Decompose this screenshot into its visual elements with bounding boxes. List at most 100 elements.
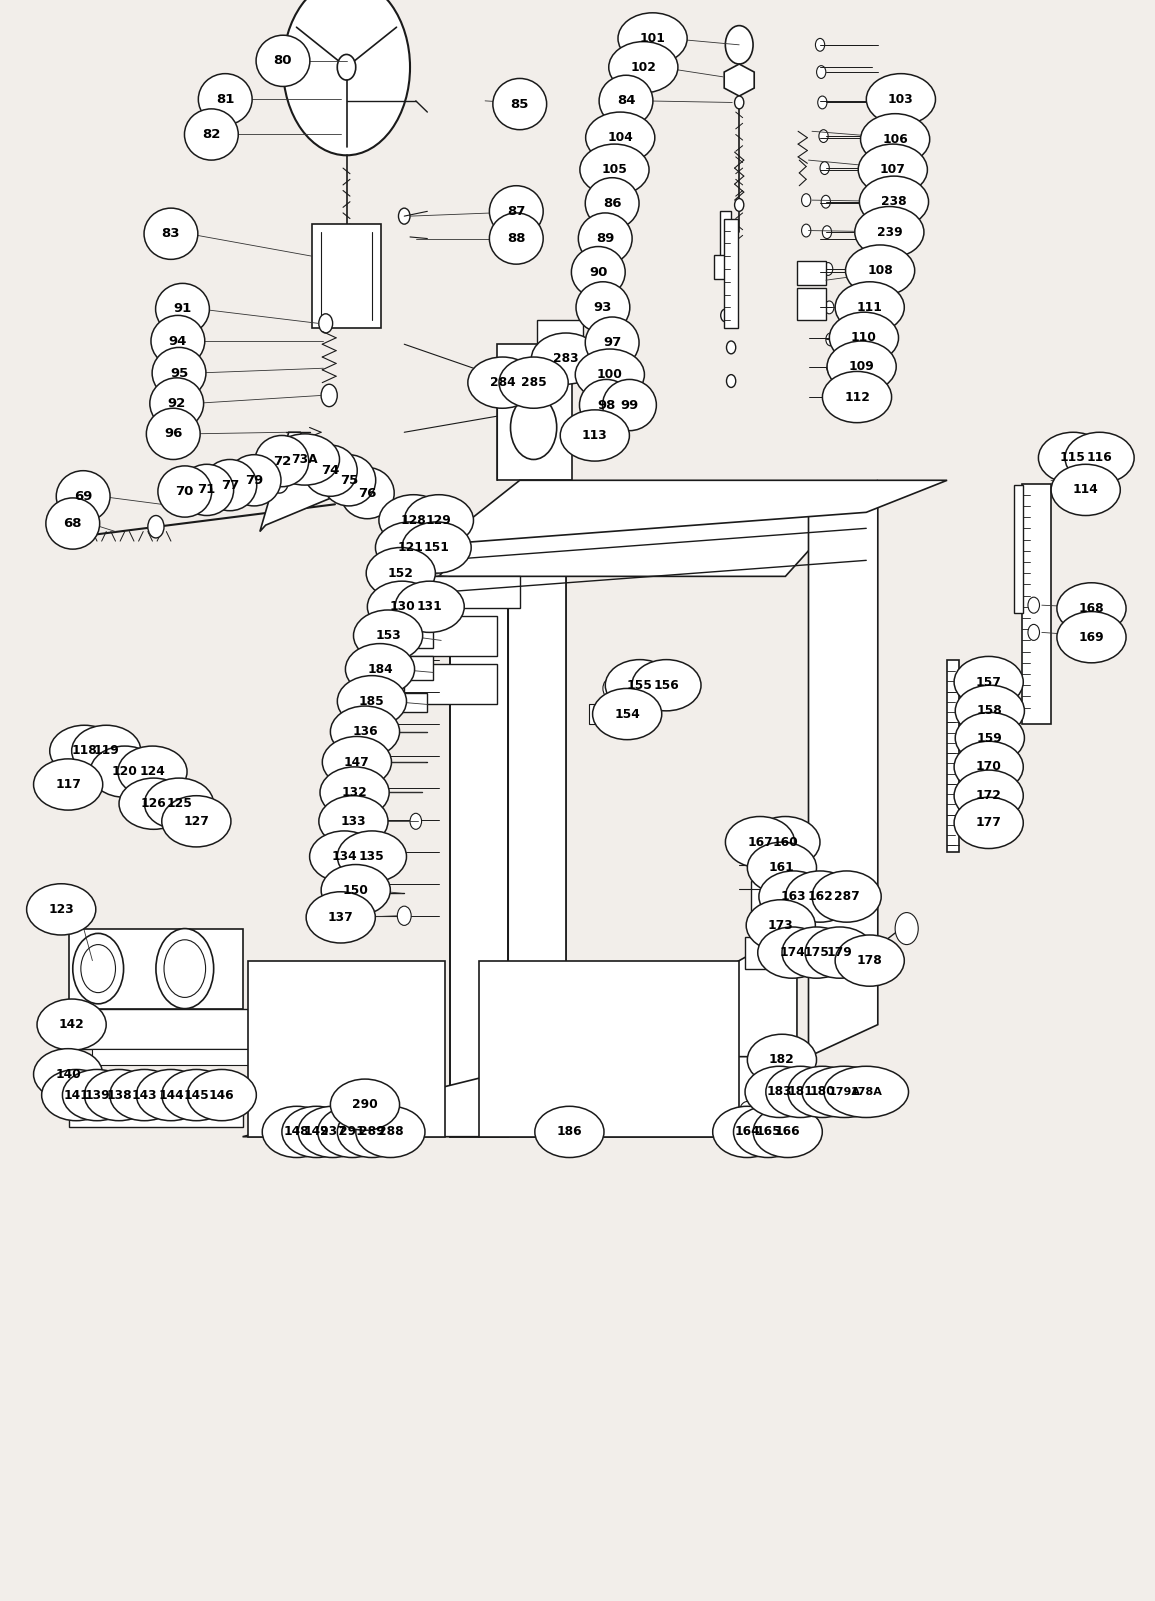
- Ellipse shape: [829, 312, 899, 363]
- Bar: [1022, 484, 1051, 724]
- Text: 109: 109: [849, 360, 874, 373]
- Ellipse shape: [330, 706, 400, 757]
- Text: 106: 106: [882, 133, 908, 146]
- Text: 146: 146: [209, 1089, 234, 1101]
- Ellipse shape: [835, 935, 904, 986]
- Bar: [404, 616, 497, 656]
- Text: 154: 154: [614, 708, 640, 720]
- Ellipse shape: [499, 357, 568, 408]
- Ellipse shape: [860, 114, 930, 165]
- Circle shape: [817, 66, 826, 78]
- Text: 287: 287: [834, 890, 859, 903]
- Text: 186: 186: [557, 1126, 582, 1138]
- Circle shape: [828, 391, 837, 403]
- Circle shape: [143, 796, 157, 815]
- Ellipse shape: [835, 282, 904, 333]
- Text: 127: 127: [184, 815, 209, 828]
- Ellipse shape: [579, 213, 632, 264]
- Ellipse shape: [33, 759, 103, 810]
- Ellipse shape: [954, 770, 1023, 821]
- Ellipse shape: [954, 656, 1023, 708]
- Text: 98: 98: [597, 399, 616, 411]
- Bar: [413, 508, 460, 536]
- Text: 289: 289: [359, 1126, 385, 1138]
- Circle shape: [822, 226, 832, 239]
- Text: 184: 184: [367, 663, 393, 676]
- Text: 180: 180: [810, 1085, 835, 1098]
- Ellipse shape: [572, 247, 625, 298]
- Text: 156: 156: [654, 679, 679, 692]
- Ellipse shape: [33, 1049, 103, 1100]
- Ellipse shape: [298, 1106, 367, 1158]
- Text: 160: 160: [773, 836, 798, 849]
- Bar: [141, 748, 162, 788]
- Bar: [947, 660, 959, 852]
- Ellipse shape: [158, 466, 211, 517]
- Ellipse shape: [580, 379, 633, 431]
- Ellipse shape: [535, 1106, 604, 1158]
- Ellipse shape: [827, 341, 896, 392]
- Ellipse shape: [954, 741, 1023, 792]
- Ellipse shape: [593, 688, 662, 740]
- Text: 124: 124: [140, 765, 165, 778]
- Text: 108: 108: [867, 264, 893, 277]
- Ellipse shape: [37, 999, 106, 1050]
- Text: 239: 239: [877, 226, 902, 239]
- Bar: [402, 535, 448, 564]
- Text: 103: 103: [888, 93, 914, 106]
- Circle shape: [380, 1105, 392, 1121]
- Text: 177: 177: [976, 817, 1001, 829]
- Circle shape: [270, 467, 289, 493]
- Text: 143: 143: [132, 1089, 157, 1101]
- Ellipse shape: [858, 144, 927, 195]
- Text: 141: 141: [64, 1089, 89, 1101]
- Polygon shape: [479, 961, 739, 1137]
- Ellipse shape: [90, 746, 159, 797]
- Ellipse shape: [144, 778, 214, 829]
- Ellipse shape: [1065, 432, 1134, 484]
- Text: 179A: 179A: [828, 1087, 860, 1097]
- Text: 93: 93: [594, 301, 612, 314]
- Text: 158: 158: [977, 704, 1003, 717]
- Circle shape: [759, 860, 777, 885]
- Text: 107: 107: [880, 163, 906, 176]
- Ellipse shape: [824, 1066, 909, 1117]
- Bar: [312, 224, 381, 328]
- Text: 174: 174: [780, 946, 805, 959]
- Text: 69: 69: [74, 490, 92, 503]
- Text: 87: 87: [507, 205, 526, 218]
- Ellipse shape: [747, 842, 817, 893]
- Text: 185: 185: [359, 695, 385, 708]
- Ellipse shape: [603, 379, 656, 431]
- Circle shape: [721, 309, 730, 322]
- Bar: [404, 576, 520, 608]
- Ellipse shape: [162, 1069, 231, 1121]
- Text: 139: 139: [84, 1089, 110, 1101]
- Text: 133: 133: [341, 815, 366, 828]
- Ellipse shape: [46, 498, 99, 549]
- Circle shape: [1028, 624, 1040, 640]
- Ellipse shape: [468, 357, 537, 408]
- Ellipse shape: [751, 817, 820, 868]
- Ellipse shape: [493, 78, 546, 130]
- Ellipse shape: [1057, 583, 1126, 634]
- Text: 99: 99: [620, 399, 639, 411]
- Text: 237: 237: [320, 1126, 345, 1138]
- Circle shape: [780, 1101, 796, 1124]
- Text: 164: 164: [735, 1126, 760, 1138]
- Bar: [589, 704, 624, 724]
- Bar: [751, 881, 791, 929]
- Ellipse shape: [57, 471, 110, 522]
- Circle shape: [819, 130, 828, 142]
- Ellipse shape: [782, 927, 851, 978]
- Text: 163: 163: [781, 890, 806, 903]
- Text: 138: 138: [106, 1089, 132, 1101]
- Circle shape: [802, 224, 811, 237]
- Ellipse shape: [330, 1079, 400, 1130]
- Ellipse shape: [366, 548, 435, 599]
- Ellipse shape: [50, 725, 119, 776]
- Text: 92: 92: [167, 397, 186, 410]
- Text: 117: 117: [55, 778, 81, 791]
- Circle shape: [825, 301, 834, 314]
- Polygon shape: [439, 480, 947, 544]
